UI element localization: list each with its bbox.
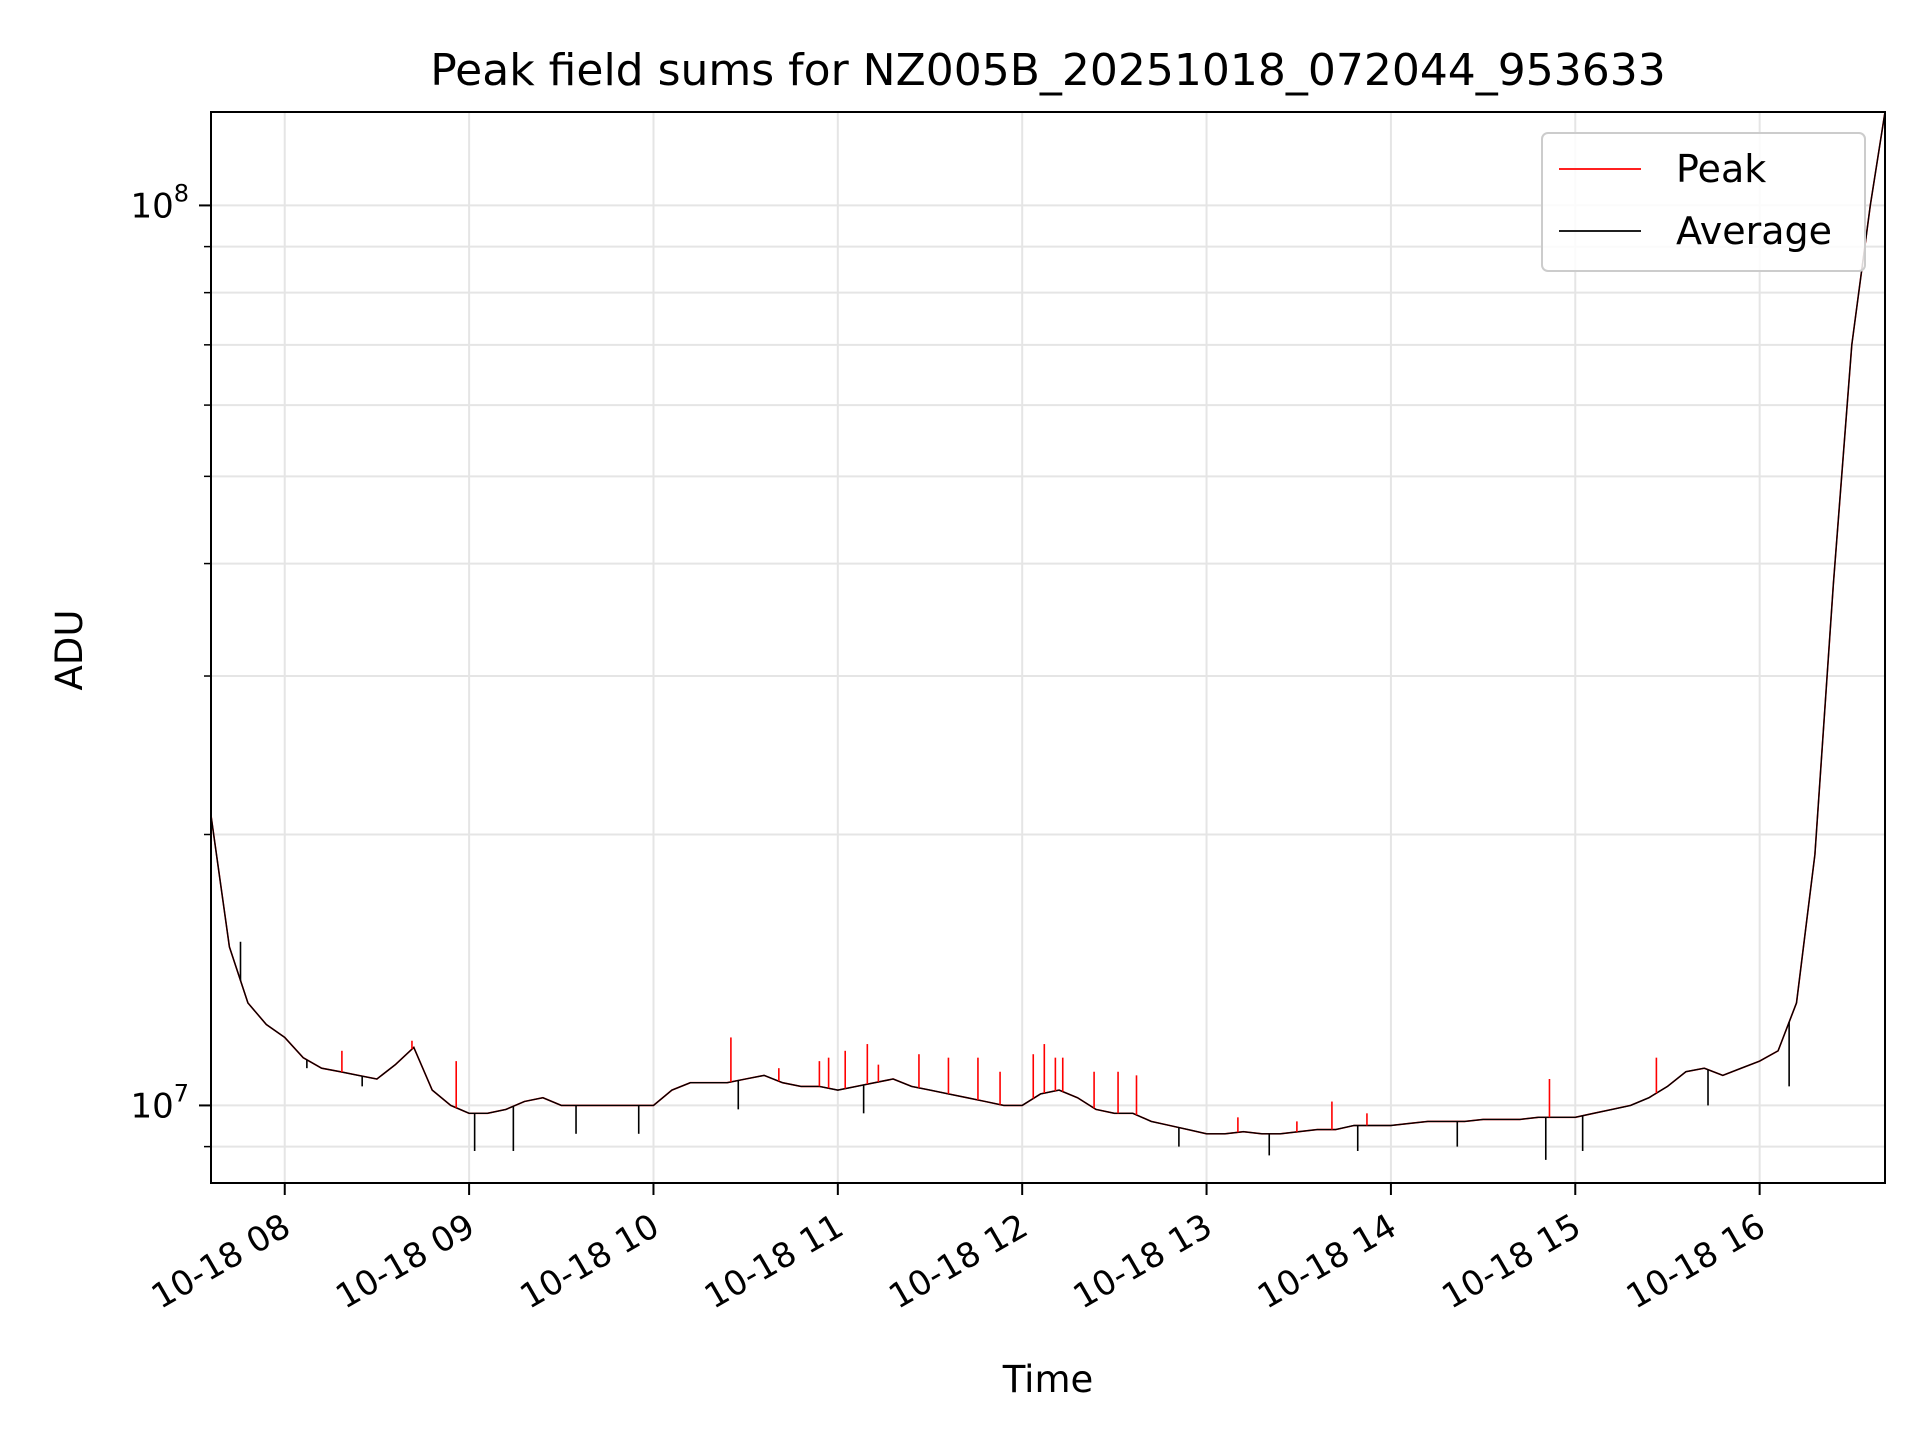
y-tick-base: 10 (130, 1086, 173, 1126)
y-tick-exponent: 8 (174, 179, 189, 207)
legend-box (1541, 132, 1866, 272)
series-group (211, 112, 1885, 1160)
legend-label-average: Average (1676, 209, 1832, 253)
legend-label-peak: Peak (1676, 147, 1766, 191)
y-axis-label: ADU (48, 610, 91, 691)
y-tick-label: 107 (130, 1079, 189, 1126)
series-layer (211, 112, 1885, 1160)
plot-area (210, 111, 1886, 1184)
chart-title: Peak field sums for NZ005B_20251018_0720… (430, 45, 1666, 96)
x-axis-label: Time (1002, 1358, 1094, 1401)
y-tick-base: 10 (130, 186, 173, 226)
y-tick-label: 108 (130, 179, 189, 226)
y-tick-exponent: 7 (174, 1079, 189, 1107)
legend: Peak Average (1541, 132, 1866, 272)
series-line-average (211, 112, 1885, 1135)
